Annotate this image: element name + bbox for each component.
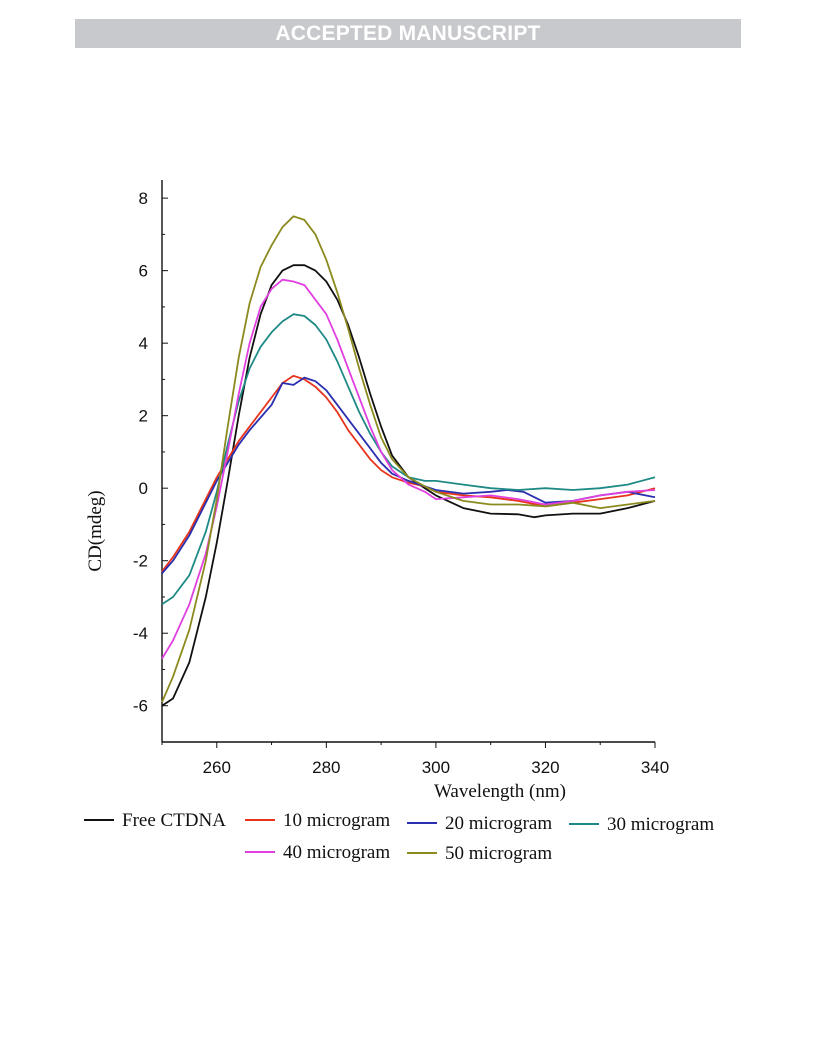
y-tick-label: 6 bbox=[139, 262, 148, 281]
y-tick-label: 0 bbox=[139, 479, 148, 498]
legend-label: Free CTDNA bbox=[122, 810, 226, 831]
x-axis-label: Wavelength (nm) bbox=[434, 781, 566, 802]
legend-label: 10 microgram bbox=[283, 810, 390, 831]
chart-axes: -6 -4 -2 0 2 4 6 8 260 280 300 320 340 bbox=[133, 180, 669, 777]
legend-label: 40 microgram bbox=[283, 842, 390, 863]
series-line-3 bbox=[161, 376, 656, 574]
x-tick-label: 260 bbox=[203, 758, 231, 777]
series-line-5 bbox=[161, 278, 656, 660]
x-tick-label: 320 bbox=[531, 758, 559, 777]
chart-legend: Free CTDNA 10 microgram 20 microgram 30 mic… bbox=[84, 810, 714, 864]
series-lines bbox=[161, 215, 656, 707]
x-tick-label: 280 bbox=[312, 758, 340, 777]
accepted-manuscript-banner: ACCEPTED MANUSCRIPT bbox=[75, 19, 741, 48]
y-tick-label: -4 bbox=[133, 624, 148, 643]
series-line-6 bbox=[161, 215, 656, 703]
y-tick-label: -6 bbox=[133, 697, 148, 716]
y-tick-label: 2 bbox=[139, 407, 148, 426]
legend-label: 30 microgram bbox=[607, 814, 714, 835]
y-tick-label: 8 bbox=[139, 189, 148, 208]
series-line-1 bbox=[161, 264, 656, 707]
series-line-4 bbox=[161, 313, 656, 605]
legend-label: 20 microgram bbox=[445, 813, 552, 834]
x-tick-label: 300 bbox=[422, 758, 450, 777]
y-tick-label: 4 bbox=[139, 334, 148, 353]
y-tick-label: -2 bbox=[133, 552, 148, 571]
x-tick-label: 340 bbox=[641, 758, 669, 777]
legend-label: 50 microgram bbox=[445, 843, 552, 864]
series-line-2 bbox=[161, 374, 656, 573]
y-axis-label: CD(mdeg) bbox=[85, 490, 106, 571]
